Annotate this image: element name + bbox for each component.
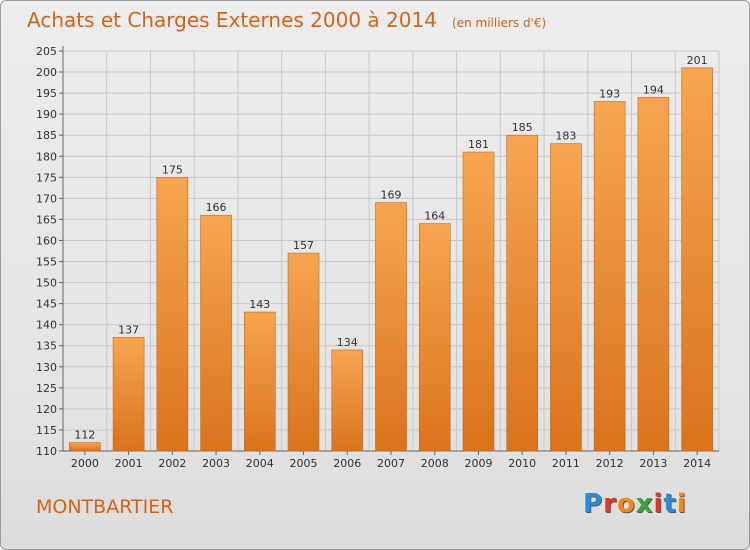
y-tick-label: 185 (36, 129, 57, 142)
bar (287, 252, 320, 452)
x-tick-label: 2009 (464, 457, 492, 470)
data-label: 137 (118, 323, 139, 336)
y-tick-label: 120 (36, 403, 57, 416)
x-tick-label: 2000 (71, 457, 99, 470)
x-tick-label: 2014 (683, 457, 711, 470)
y-tick-labels: 110 115 120 125 130 135 140 145 150 155 160 165 170 1… (36, 45, 57, 458)
data-label: 164 (424, 210, 445, 223)
x-tick-label: 2001 (115, 457, 143, 470)
logo-letter: x (635, 489, 654, 519)
y-tick-label: 150 (36, 277, 57, 290)
x-tick-label: 2003 (202, 457, 230, 470)
data-label: 143 (249, 298, 270, 311)
data-label: 185 (512, 121, 533, 134)
bar (112, 337, 145, 452)
bar (375, 202, 407, 452)
chart-title: Achats et Charges Externes 2000 à 2014 (27, 8, 437, 32)
y-tick-label: 110 (36, 445, 57, 458)
proxiti-logo: Proxiti (583, 489, 687, 519)
logo-letter: P (583, 489, 604, 519)
data-label: 194 (643, 83, 664, 96)
logo-letter: o (616, 489, 636, 519)
y-tick-label: 190 (36, 108, 57, 121)
x-tick-label: 2011 (552, 457, 580, 470)
chart-unit-note: (en milliers d'€) (452, 16, 547, 30)
x-tick-label: 2010 (508, 457, 536, 470)
title-row: Achats et Charges Externes 2000 à 2014 (… (27, 8, 546, 32)
data-label: 193 (599, 88, 620, 101)
x-tick-label: 2013 (639, 457, 667, 470)
y-tick-label: 165 (36, 213, 57, 226)
y-tick-label: 125 (36, 382, 57, 395)
y-tick-label: 200 (36, 66, 57, 79)
x-tick-label: 2002 (158, 457, 186, 470)
data-label: 157 (293, 239, 314, 252)
bar (550, 143, 582, 452)
data-label: 183 (555, 130, 576, 143)
y-tick-label: 160 (36, 234, 57, 247)
bars (69, 67, 713, 452)
y-tick-label: 155 (36, 256, 57, 269)
y-tick-label: 170 (36, 192, 57, 205)
x-tick-labels: 2000 2001 2002 2003 2004 2005 2006 2007 2008 2009… (71, 457, 711, 470)
bar (200, 214, 232, 452)
bar (331, 349, 364, 452)
x-tick-label: 2007 (377, 457, 405, 470)
bar (418, 223, 451, 452)
data-label: 181 (468, 138, 489, 151)
y-tick-label: 140 (36, 319, 57, 332)
bar (69, 442, 101, 452)
bar (244, 311, 276, 452)
bar (681, 67, 713, 452)
location-name: MONTBARTIER (36, 496, 174, 518)
bar (593, 101, 626, 452)
data-label: 169 (381, 189, 402, 202)
bar (156, 177, 189, 452)
y-tick-label: 175 (36, 171, 57, 184)
x-tick-label: 2004 (246, 457, 274, 470)
y-tick-label: 135 (36, 340, 57, 353)
data-label: 175 (162, 163, 183, 176)
data-labels: 112 137 175 166 143 157 134 169 164 181 185 183 193 1… (74, 54, 707, 442)
data-label: 112 (74, 429, 95, 442)
y-tick-label: 130 (36, 361, 57, 374)
bar (462, 151, 495, 452)
y-tick-label: 145 (36, 298, 57, 311)
data-label: 134 (337, 336, 358, 349)
y-tick-label: 180 (36, 150, 57, 163)
data-label: 166 (206, 201, 227, 214)
data-label: 201 (687, 54, 708, 67)
x-tick-label: 2012 (596, 457, 624, 470)
logo-letter: i (653, 489, 664, 519)
y-tick-label: 205 (36, 45, 57, 58)
logo-letter: i (676, 489, 687, 519)
bar (506, 134, 539, 452)
x-tick-label: 2005 (290, 457, 318, 470)
logo-letter: r (603, 489, 617, 519)
bar (637, 97, 670, 452)
x-tick-label: 2006 (333, 457, 361, 470)
y-tick-label: 195 (36, 87, 57, 100)
logo-letter: t (663, 489, 677, 519)
y-tick-label: 115 (36, 424, 57, 437)
x-tick-label: 2008 (421, 457, 449, 470)
